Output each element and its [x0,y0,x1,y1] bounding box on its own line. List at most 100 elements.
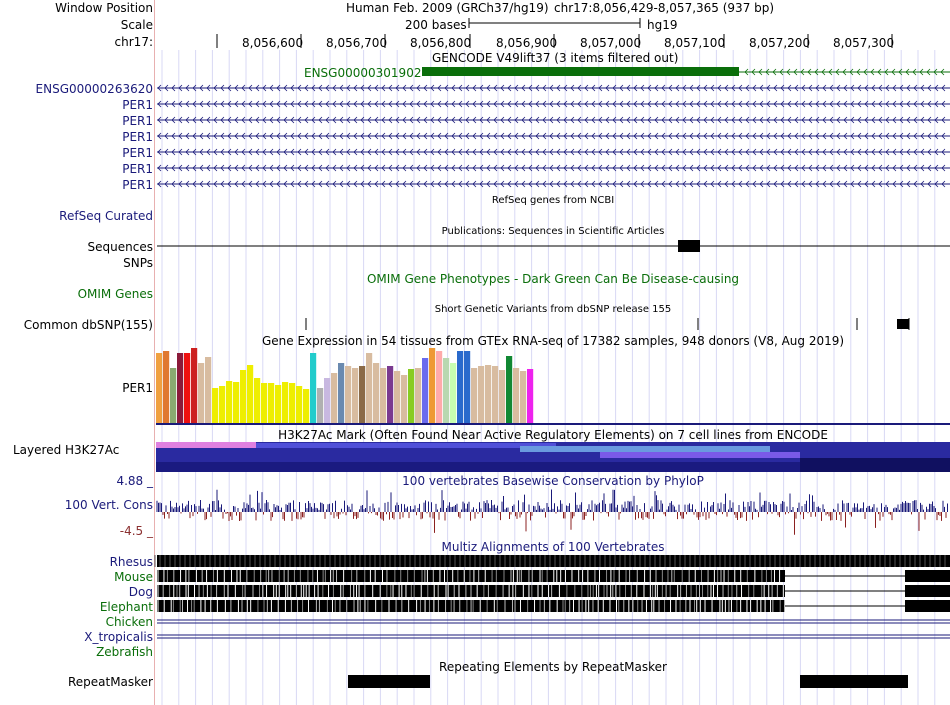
gtex-tissue-bar [415,368,422,423]
gtex-tissue-bar [485,365,492,423]
multiz-track-title: Multiz Alignments of 100 Vertebrates [441,540,665,554]
gene-label[interactable]: PER1 [122,162,153,176]
gene-label[interactable]: PER1 [122,178,153,192]
conservation-label[interactable]: 100 Vert. Cons [64,498,153,512]
gtex-tissue-bar [527,369,534,423]
gtex-tissue-bar [380,368,387,423]
gtex-tissue-bar [401,375,408,423]
gene-label[interactable]: PER1 [122,130,153,144]
ruler-tick-label: 8,056,900 [496,36,558,50]
gtex-tissue-bar [184,353,191,423]
assembly-name: Human Feb. 2009 (GRCh37/hg19) [346,1,549,15]
h3k27ac-label[interactable]: Layered H3K27Ac [13,443,120,457]
gene-label[interactable]: PER1 [122,146,153,160]
gtex-tissue-bar [177,353,184,423]
gtex-tissue-bar [366,353,373,423]
gtex-tissue-bar [247,365,254,423]
h3k27ac-track-title: H3K27Ac Mark (Often Found Near Active Re… [278,428,828,442]
gtex-tissue-bar [520,371,527,423]
label-track-separator [154,0,155,705]
ruler-tick-label: 8,056,700 [326,36,388,50]
gtex-tissue-bar [429,348,436,423]
ruler-tick-label: 8,056,800 [410,36,472,50]
species-label[interactable]: Rhesus [109,555,153,569]
gtex-tissue-bar [289,383,296,423]
gtex-tissue-bar [261,383,268,423]
gencode-feature-label[interactable]: ENSG00000301902 [304,66,422,80]
gtex-tissue-bar [345,366,352,423]
gtex-tissue-bar [471,368,478,423]
ruler-tick-label: 8,057,200 [749,36,811,50]
gtex-tissue-bar [352,368,359,423]
gtex-tissue-bar [436,351,443,423]
ruler-tick-label: 8,057,000 [580,36,642,50]
chrom-label: chr17: [114,35,153,49]
cons-ymax: 4.88 _ [116,474,153,488]
gtex-tissue-bar [408,369,415,423]
species-label[interactable]: Mouse [114,570,153,584]
gtex-tissue-bar [219,386,226,423]
gtex-tissue-bar [324,378,331,423]
publications-label[interactable]: Sequences [87,240,153,254]
species-label[interactable]: Elephant [99,600,153,614]
publication-match [678,240,700,252]
gtex-tissue-bar [205,357,212,423]
gtex-tissue-bar [163,351,170,423]
gtex-tissue-bar [198,363,205,423]
gtex-tissue-bar [450,363,457,423]
conservation-track-title: 100 vertebrates Basewise Conservation by… [402,474,704,488]
species-label[interactable]: Chicken [105,615,153,629]
gtex-tissue-bar [170,368,177,423]
snps-label[interactable]: SNPs [123,256,153,270]
scale-db: hg19 [647,18,678,32]
repeat-element [800,675,908,688]
alignment-block [905,600,950,612]
alignment-block [157,555,950,567]
dbsnp-label[interactable]: Common dbSNP(155) [23,318,153,332]
gtex-tissue-bar [422,358,429,423]
gtex-tissue-bar [506,356,513,423]
gene-label[interactable]: PER1 [122,114,153,128]
gene-label[interactable]: PER1 [122,98,153,112]
gene-label[interactable]: ENSG00000263620 [35,82,153,96]
gtex-tissue-bar [226,381,233,423]
repeatmasker-label[interactable]: RepeatMasker [67,675,153,689]
gtex-tissue-bar [240,370,247,423]
gtex-tissue-bar [191,348,198,423]
gtex-tissue-bar [282,382,289,423]
ruler-tick-label: 8,057,100 [664,36,726,50]
scale-label: Scale [120,18,153,32]
gtex-tissue-bar [268,383,275,423]
alignment-block [905,570,950,582]
gtex-tissue-bar [275,385,282,423]
gtex-tissue-bar [387,366,394,423]
omim-label[interactable]: OMIM Genes [77,287,153,301]
gtex-tissue-bar [359,366,366,423]
gencode-exon [422,67,739,76]
gtex-tissue-bar [233,382,240,423]
gtex-tissue-bar [296,386,303,423]
species-label[interactable]: Zebrafish [96,645,153,659]
species-label[interactable]: Dog [128,585,153,599]
gtex-tissue-bar [373,363,380,423]
gtex-tissue-bar [212,388,219,423]
gtex-tissue-bar [310,353,317,423]
scale-bar-text: 200 bases [405,18,467,32]
gtex-tissue-bar [394,371,401,423]
gtex-tissue-bar [338,363,345,423]
refseq-label[interactable]: RefSeq Curated [59,209,153,223]
repeat-element [348,675,430,688]
gtex-tissue-bar [499,370,506,423]
alignment-block [905,585,950,597]
gtex-gene-label[interactable]: PER1 [122,381,153,395]
refseq-track-title: RefSeq genes from NCBI [491,195,615,206]
gtex-tissue-bar [492,366,499,423]
gencode-track-title: GENCODE V49lift37 (3 items filtered out) [432,51,679,65]
cons-ymin: -4.5 _ [119,524,153,538]
gtex-tissue-bar [317,388,324,423]
repeatmasker-track-title: Repeating Elements by RepeatMasker [439,660,667,674]
gtex-tissue-bar [443,358,450,423]
species-label[interactable]: X_tropicalis [84,630,153,644]
